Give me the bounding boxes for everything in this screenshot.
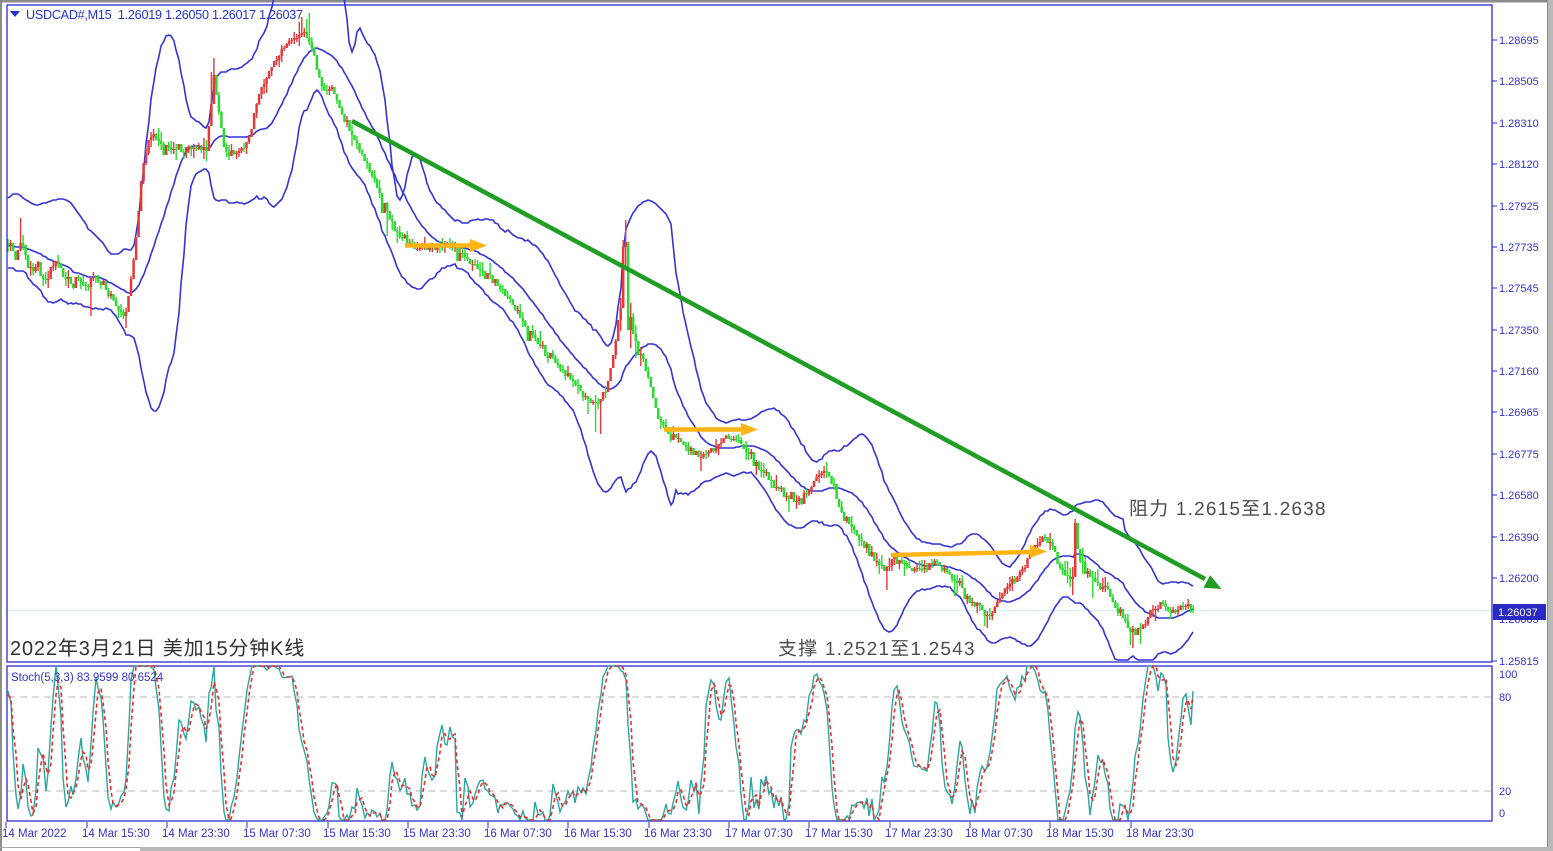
- svg-text:18 Mar 15:30: 18 Mar 15:30: [1046, 828, 1114, 840]
- svg-text:14 Mar 23:30: 14 Mar 23:30: [162, 828, 230, 840]
- svg-text:14 Mar 2022: 14 Mar 2022: [2, 828, 67, 840]
- svg-text:1.26200: 1.26200: [1499, 573, 1539, 585]
- svg-text:15 Mar 07:30: 15 Mar 07:30: [243, 828, 311, 840]
- svg-text:15 Mar 23:30: 15 Mar 23:30: [403, 828, 471, 840]
- svg-text:100: 100: [1499, 669, 1517, 681]
- svg-text:16 Mar 23:30: 16 Mar 23:30: [644, 828, 712, 840]
- svg-text:1.28505: 1.28505: [1499, 76, 1539, 88]
- svg-text:1.27735: 1.27735: [1499, 242, 1539, 254]
- svg-text:1.28120: 1.28120: [1499, 159, 1539, 171]
- svg-text:1.27160: 1.27160: [1499, 366, 1539, 378]
- svg-text:USDCAD#,M15 1.26019 1.26050 1: USDCAD#,M15 1.26019 1.26050 1.26017 1.26…: [26, 8, 303, 22]
- svg-text:1.27925: 1.27925: [1499, 201, 1539, 213]
- svg-text:18 Mar 07:30: 18 Mar 07:30: [965, 828, 1033, 840]
- svg-text:1.27350: 1.27350: [1499, 325, 1539, 337]
- svg-text:20: 20: [1499, 786, 1511, 798]
- svg-text:16 Mar 07:30: 16 Mar 07:30: [484, 828, 552, 840]
- svg-text:1.26037: 1.26037: [1498, 607, 1538, 619]
- svg-text:1.26580: 1.26580: [1499, 490, 1539, 502]
- svg-text:18 Mar 23:30: 18 Mar 23:30: [1126, 828, 1194, 840]
- svg-text:17 Mar 15:30: 17 Mar 15:30: [805, 828, 873, 840]
- svg-text:1.28310: 1.28310: [1499, 118, 1539, 130]
- svg-text:15 Mar 15:30: 15 Mar 15:30: [323, 828, 391, 840]
- svg-text:Stoch(5,3,3) 83.9599 80.6524: Stoch(5,3,3) 83.9599 80.6524: [11, 672, 164, 684]
- svg-text:16 Mar 15:30: 16 Mar 15:30: [564, 828, 632, 840]
- svg-text:1.25815: 1.25815: [1499, 656, 1539, 668]
- svg-text:1.26390: 1.26390: [1499, 532, 1539, 544]
- svg-text:1.26775: 1.26775: [1499, 449, 1539, 461]
- svg-text:14 Mar 15:30: 14 Mar 15:30: [82, 828, 150, 840]
- svg-text:80: 80: [1499, 692, 1511, 704]
- svg-text:17 Mar 23:30: 17 Mar 23:30: [885, 828, 953, 840]
- svg-text:1.28695: 1.28695: [1499, 35, 1539, 47]
- svg-text:1.26965: 1.26965: [1499, 407, 1539, 419]
- svg-text:1.27545: 1.27545: [1499, 283, 1539, 295]
- svg-text:0: 0: [1499, 808, 1505, 820]
- svg-text:17 Mar 07:30: 17 Mar 07:30: [725, 828, 793, 840]
